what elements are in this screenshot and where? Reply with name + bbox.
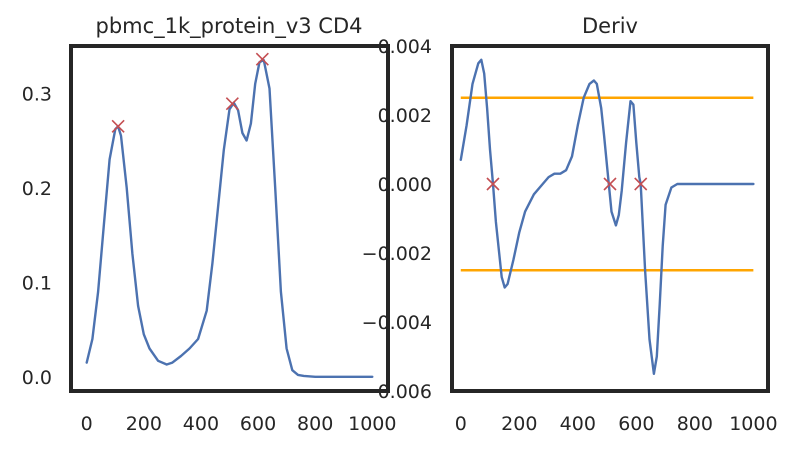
zero-crossing-marker-2	[634, 177, 648, 191]
y-tick-label: −0.004	[362, 312, 432, 334]
peak-marker-0	[111, 119, 125, 133]
y-tick-label: 0.2	[22, 178, 52, 200]
x-tick-label: 1000	[729, 413, 777, 435]
y-tick-label: −0.006	[362, 381, 432, 403]
plot-frame-deriv	[450, 44, 770, 393]
x-tick-label: 0	[455, 413, 467, 435]
zero-crossing-marker-1	[603, 177, 617, 191]
y-tick-label: 0.000	[378, 174, 432, 196]
peak-marker-1	[225, 97, 239, 111]
y-tick-label: 0.3	[22, 83, 52, 105]
x-tick-label: 400	[560, 413, 596, 435]
x-axis-peaks: 0 200 400 600 800 1000	[81, 413, 397, 435]
y-tick-label: −0.002	[362, 243, 432, 265]
y-tick-label: 0.0	[22, 367, 52, 389]
x-tick-label: 1000	[348, 413, 396, 435]
panel-derivative: Deriv 0.0040.0020.000−0.002−0.004−0.006 …	[362, 14, 778, 435]
panel-peaks: pbmc_1k_protein_v3 CD4 0.0 0.1 0.2 0.3 0 200…	[22, 14, 397, 435]
peak-marker-2	[255, 52, 269, 66]
plot-area-deriv	[459, 58, 755, 375]
chart-title-deriv: Deriv	[582, 14, 638, 38]
x-tick-label: 600	[618, 413, 654, 435]
y-tick-label: 0.002	[378, 105, 432, 127]
zero-crossing-marker-0	[486, 177, 500, 191]
y-axis-deriv: 0.004 0.002 0.000 −0.002 −0.004 −0.006	[362, 36, 432, 403]
y-tick-label: 0.1	[22, 272, 52, 294]
x-tick-label: 200	[126, 413, 162, 435]
x-tick-label: 800	[297, 413, 333, 435]
chart-title-peaks: pbmc_1k_protein_v3 CD4	[96, 14, 363, 39]
x-tick-label: 0	[81, 413, 93, 435]
x-tick-label: 600	[240, 413, 276, 435]
plot-area-peaks	[85, 52, 374, 378]
x-axis-deriv: 0 200 400 600 800 1000	[455, 413, 778, 435]
series-line-0	[459, 58, 755, 375]
series-line-0	[85, 59, 374, 378]
x-tick-label: 400	[183, 413, 219, 435]
plot-frame-peaks	[69, 44, 390, 393]
y-tick-label: 0.004	[378, 36, 432, 58]
x-tick-label: 200	[501, 413, 537, 435]
x-tick-label: 800	[677, 413, 713, 435]
y-axis-peaks: 0.0 0.1 0.2 0.3	[22, 83, 52, 389]
